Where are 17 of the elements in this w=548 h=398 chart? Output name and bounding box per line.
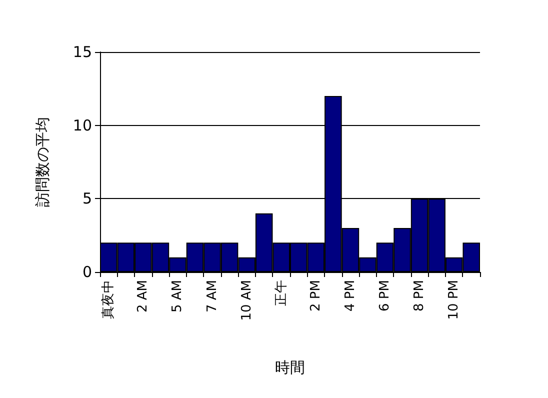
x-tick-label: 5 AM <box>170 280 186 313</box>
x-tick-label: 8 PM <box>412 280 428 312</box>
x-tick-label: 7 AM <box>204 280 220 313</box>
y-tick-label: 10 <box>72 116 92 134</box>
x-tick-label: 6 PM <box>378 280 392 312</box>
x-tick-label: 正午 <box>274 280 289 306</box>
x-tick-label: 真夜中 <box>100 280 116 319</box>
y-tick-label: 15 <box>72 43 92 61</box>
y-tick-label: 5 <box>82 190 92 208</box>
x-tick-label: 10 AM <box>239 280 254 321</box>
x-tick-label: 4 PM <box>342 280 358 312</box>
x-axis-title: 時間 <box>275 358 305 376</box>
x-tick-label: 2 PM <box>308 280 324 312</box>
y-axis-title: 訪問数の平均 <box>34 117 52 207</box>
y-tick-label: 0 <box>82 263 92 281</box>
x-tick-label: 10 PM <box>446 280 462 320</box>
x-tick-label: 2 AM <box>136 280 151 313</box>
